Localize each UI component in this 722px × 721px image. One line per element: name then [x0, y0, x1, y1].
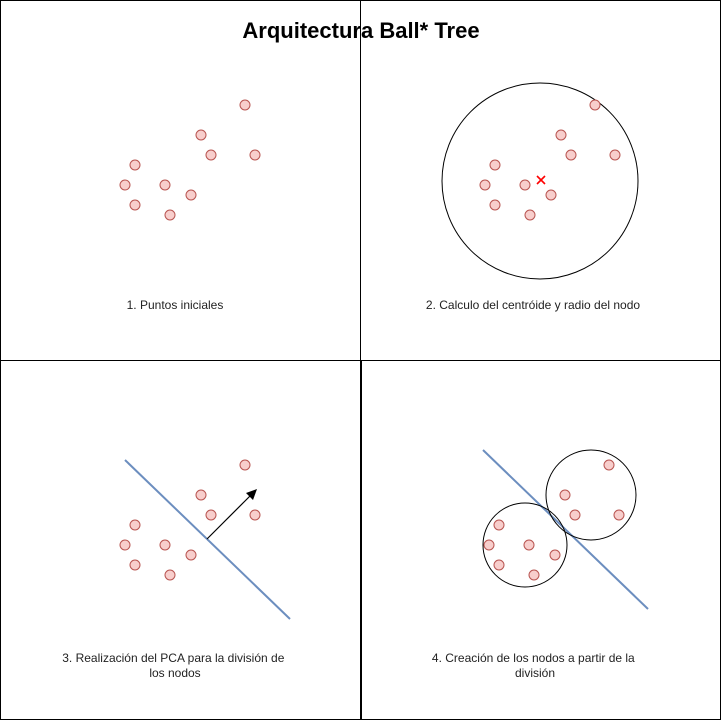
point: [603, 459, 615, 471]
point: [159, 179, 171, 191]
panel-1-caption: 1. Puntos iniciales: [127, 298, 224, 312]
child-ball-right: [545, 449, 637, 541]
point: [185, 189, 197, 201]
point: [549, 549, 561, 561]
point: [239, 459, 251, 471]
root-ball: [441, 82, 639, 280]
point: [119, 539, 131, 551]
point: [493, 559, 505, 571]
panel-1-points: [119, 99, 261, 221]
pca-arrow: [206, 489, 257, 540]
point: [613, 509, 625, 521]
point: [249, 509, 261, 521]
point: [129, 559, 141, 571]
point: [569, 509, 581, 521]
point: [555, 129, 567, 141]
point: [159, 539, 171, 551]
point: [483, 539, 495, 551]
point: [519, 179, 531, 191]
panel-4-frame: [361, 360, 721, 720]
point: [489, 159, 501, 171]
panel-3-points: [119, 459, 261, 581]
point: [523, 539, 535, 551]
panel-2-caption: 2. Calculo del centróide y radio del nod…: [426, 298, 640, 312]
panel-2-points: [479, 99, 621, 221]
point: [479, 179, 491, 191]
point: [164, 569, 176, 581]
centroid-marker: [536, 175, 546, 185]
point: [609, 149, 621, 161]
point: [129, 199, 141, 211]
point: [589, 99, 601, 111]
point: [129, 159, 141, 171]
point: [185, 549, 197, 561]
panel-3-caption: 3. Realización del PCA para la división …: [62, 651, 287, 680]
point: [205, 149, 217, 161]
point: [489, 199, 501, 211]
panel-4-caption: 4. Creación de los nodos a partir de la …: [432, 651, 638, 680]
point: [205, 509, 217, 521]
panel-4-points: [483, 459, 625, 581]
panel-3-frame: [0, 360, 361, 720]
point: [524, 209, 536, 221]
child-ball-left: [482, 502, 568, 588]
point: [559, 489, 571, 501]
point: [195, 129, 207, 141]
point: [195, 489, 207, 501]
point: [565, 149, 577, 161]
diagram-title: Arquitectura Ball* Tree: [242, 18, 479, 43]
point: [239, 99, 251, 111]
point: [528, 569, 540, 581]
point: [129, 519, 141, 531]
point: [164, 209, 176, 221]
point: [493, 519, 505, 531]
pca-split-line: [124, 459, 291, 620]
point: [545, 189, 557, 201]
point: [249, 149, 261, 161]
point: [119, 179, 131, 191]
split-line: [482, 449, 649, 610]
